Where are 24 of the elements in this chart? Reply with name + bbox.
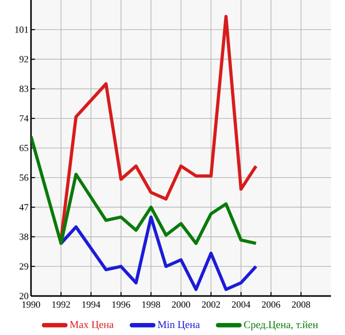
y-tick-label: 74: [20, 115, 29, 122]
y-tick-label: 56: [20, 174, 28, 181]
y-tick-label: 83: [20, 86, 28, 92]
y-tick-label: 38: [20, 234, 28, 240]
x-tick-label: 2008: [292, 301, 310, 308]
x-tick-label: 1998: [142, 301, 160, 308]
y-tick-label: 47: [19, 204, 28, 210]
y-tick-label: 20: [20, 292, 28, 300]
y-tick-label: 101: [15, 26, 28, 33]
x-tick-label: 2006: [262, 301, 280, 308]
y-tick-label: 92: [19, 56, 28, 62]
legend-label: Max Цена: [70, 321, 114, 330]
legend-label: Min Цена: [158, 321, 200, 330]
x-tick-label: 1990: [22, 301, 40, 308]
x-tick-label: 1996: [112, 301, 130, 308]
y-tick-label: 65: [20, 144, 28, 152]
x-tick-label: 2000: [172, 301, 190, 308]
x-tick-label: 2004: [232, 301, 250, 308]
legend-label: Сред.Цена, т.йен: [244, 320, 318, 330]
x-tick-label: 1992: [52, 301, 70, 308]
x-tick-label: 2002: [202, 301, 220, 308]
line-series: [31, 134, 258, 245]
x-tick-label: 1994: [82, 301, 100, 308]
y-tick-label: 29: [20, 263, 28, 270]
